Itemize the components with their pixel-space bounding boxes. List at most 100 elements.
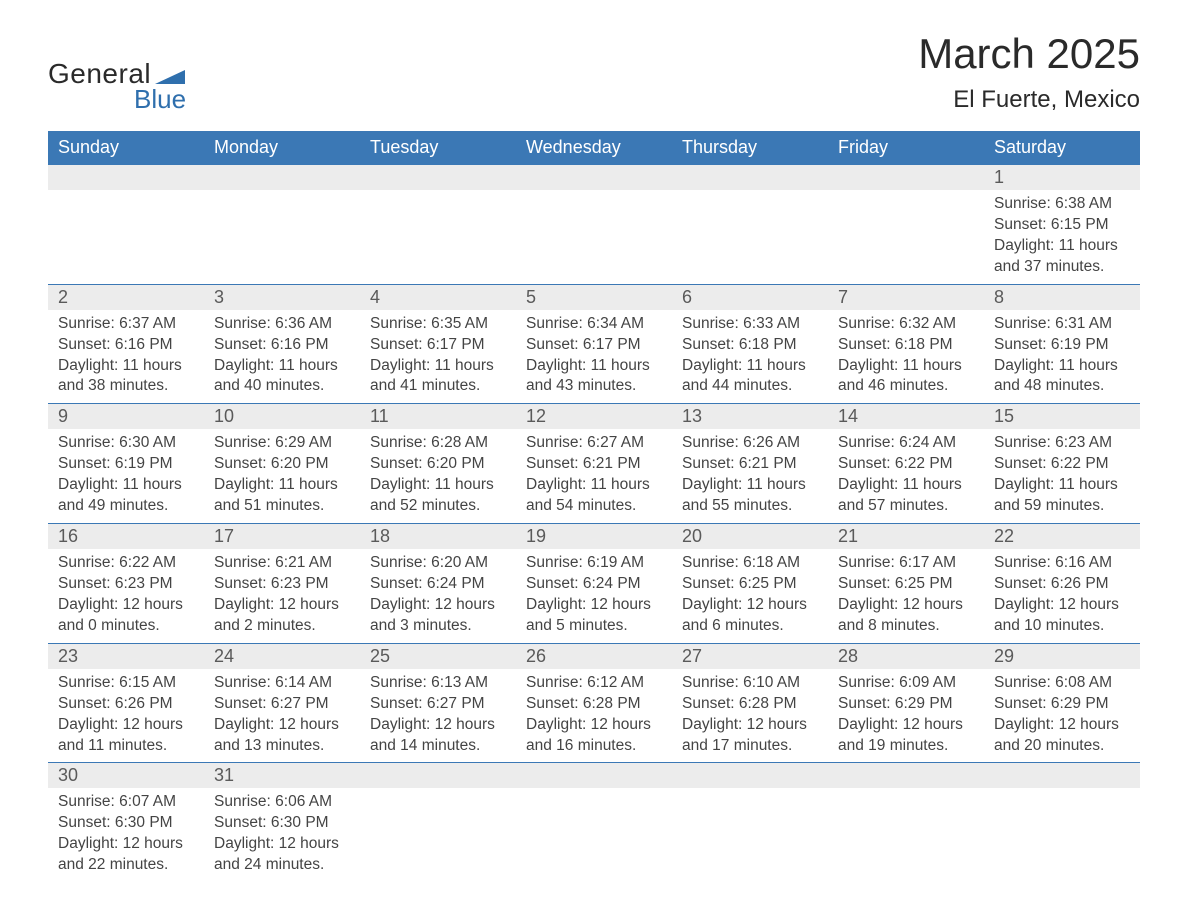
day-line-sr: Sunrise: 6:38 AM (994, 194, 1130, 215)
day-line-ss: Sunset: 6:19 PM (58, 454, 194, 475)
day-line-d2: and 14 minutes. (370, 736, 506, 757)
day-line-ss: Sunset: 6:17 PM (370, 335, 506, 356)
day-number: 1 (984, 165, 1140, 190)
day-line-d1: Daylight: 11 hours (994, 236, 1130, 257)
title-block: March 2025 El Fuerte, Mexico (918, 30, 1140, 114)
day-cell-number: 31 (204, 763, 360, 789)
day-line-d2: and 17 minutes. (682, 736, 818, 757)
day-details (672, 788, 828, 798)
day-number: 21 (828, 524, 984, 549)
day-cell-content: Sunrise: 6:16 AMSunset: 6:26 PMDaylight:… (984, 549, 1140, 643)
day-cell-number (204, 165, 360, 191)
day-cell-content: Sunrise: 6:07 AMSunset: 6:30 PMDaylight:… (48, 788, 204, 882)
day-line-d2: and 51 minutes. (214, 496, 350, 517)
day-line-d2: and 46 minutes. (838, 376, 974, 397)
day-line-ss: Sunset: 6:18 PM (838, 335, 974, 356)
calendar-body: 1Sunrise: 6:38 AMSunset: 6:15 PMDaylight… (48, 165, 1140, 883)
day-number: 7 (828, 285, 984, 310)
day-line-d2: and 43 minutes. (526, 376, 662, 397)
day-header: Saturday (984, 131, 1140, 165)
day-number (204, 165, 360, 169)
day-cell-number: 1 (984, 165, 1140, 191)
day-line-d1: Daylight: 12 hours (214, 715, 350, 736)
day-line-ss: Sunset: 6:20 PM (370, 454, 506, 475)
day-line-sr: Sunrise: 6:30 AM (58, 433, 194, 454)
day-cell-number (360, 165, 516, 191)
day-line-d1: Daylight: 11 hours (526, 475, 662, 496)
day-cell-number: 8 (984, 284, 1140, 310)
day-cell-content: Sunrise: 6:38 AMSunset: 6:15 PMDaylight:… (984, 190, 1140, 284)
day-cell-content (516, 190, 672, 284)
day-cell-number: 30 (48, 763, 204, 789)
day-line-d2: and 54 minutes. (526, 496, 662, 517)
header: General Blue March 2025 El Fuerte, Mexic… (48, 30, 1140, 115)
week-number-row: 2345678 (48, 284, 1140, 310)
day-line-sr: Sunrise: 6:08 AM (994, 673, 1130, 694)
day-number (360, 165, 516, 169)
day-line-d1: Daylight: 12 hours (526, 715, 662, 736)
day-number: 9 (48, 404, 204, 429)
day-cell-number (828, 165, 984, 191)
day-cell-content: Sunrise: 6:23 AMSunset: 6:22 PMDaylight:… (984, 429, 1140, 523)
day-number: 31 (204, 763, 360, 788)
day-line-d2: and 48 minutes. (994, 376, 1130, 397)
logo: General Blue (48, 58, 186, 115)
day-cell-content: Sunrise: 6:13 AMSunset: 6:27 PMDaylight:… (360, 669, 516, 763)
day-line-d1: Daylight: 12 hours (994, 715, 1130, 736)
day-line-ss: Sunset: 6:22 PM (838, 454, 974, 475)
day-details (672, 190, 828, 200)
day-line-d1: Daylight: 12 hours (214, 834, 350, 855)
day-details: Sunrise: 6:10 AMSunset: 6:28 PMDaylight:… (672, 669, 828, 763)
day-cell-content (360, 788, 516, 882)
day-line-sr: Sunrise: 6:09 AM (838, 673, 974, 694)
day-line-d1: Daylight: 11 hours (838, 356, 974, 377)
day-cell-content (672, 190, 828, 284)
day-number: 3 (204, 285, 360, 310)
day-cell-content: Sunrise: 6:30 AMSunset: 6:19 PMDaylight:… (48, 429, 204, 523)
day-line-d1: Daylight: 12 hours (58, 715, 194, 736)
day-line-d1: Daylight: 12 hours (370, 715, 506, 736)
day-details: Sunrise: 6:29 AMSunset: 6:20 PMDaylight:… (204, 429, 360, 523)
day-number: 24 (204, 644, 360, 669)
day-details (48, 190, 204, 200)
day-line-ss: Sunset: 6:18 PM (682, 335, 818, 356)
day-cell-content: Sunrise: 6:21 AMSunset: 6:23 PMDaylight:… (204, 549, 360, 643)
day-line-d2: and 55 minutes. (682, 496, 818, 517)
day-number (672, 763, 828, 767)
day-line-sr: Sunrise: 6:21 AM (214, 553, 350, 574)
day-cell-content: Sunrise: 6:17 AMSunset: 6:25 PMDaylight:… (828, 549, 984, 643)
day-number (828, 763, 984, 767)
day-line-d2: and 3 minutes. (370, 616, 506, 637)
day-details: Sunrise: 6:17 AMSunset: 6:25 PMDaylight:… (828, 549, 984, 643)
day-number (984, 763, 1140, 767)
day-line-sr: Sunrise: 6:27 AM (526, 433, 662, 454)
day-cell-number: 16 (48, 524, 204, 550)
day-details (360, 190, 516, 200)
day-cell-number: 26 (516, 643, 672, 669)
day-number: 6 (672, 285, 828, 310)
day-number: 15 (984, 404, 1140, 429)
day-cell-number: 9 (48, 404, 204, 430)
day-number (48, 165, 204, 169)
day-number: 29 (984, 644, 1140, 669)
day-line-d2: and 44 minutes. (682, 376, 818, 397)
day-number: 23 (48, 644, 204, 669)
day-line-sr: Sunrise: 6:16 AM (994, 553, 1130, 574)
day-cell-content: Sunrise: 6:36 AMSunset: 6:16 PMDaylight:… (204, 310, 360, 404)
day-number: 17 (204, 524, 360, 549)
day-line-d1: Daylight: 11 hours (682, 475, 818, 496)
day-line-ss: Sunset: 6:24 PM (370, 574, 506, 595)
day-details (516, 190, 672, 200)
day-details: Sunrise: 6:24 AMSunset: 6:22 PMDaylight:… (828, 429, 984, 523)
day-cell-number: 13 (672, 404, 828, 430)
day-cell-content: Sunrise: 6:37 AMSunset: 6:16 PMDaylight:… (48, 310, 204, 404)
day-details (204, 190, 360, 200)
day-cell-number (672, 165, 828, 191)
day-details: Sunrise: 6:13 AMSunset: 6:27 PMDaylight:… (360, 669, 516, 763)
day-details: Sunrise: 6:28 AMSunset: 6:20 PMDaylight:… (360, 429, 516, 523)
day-cell-number (48, 165, 204, 191)
day-cell-number: 11 (360, 404, 516, 430)
day-line-sr: Sunrise: 6:06 AM (214, 792, 350, 813)
day-cell-number: 12 (516, 404, 672, 430)
day-cell-content: Sunrise: 6:12 AMSunset: 6:28 PMDaylight:… (516, 669, 672, 763)
